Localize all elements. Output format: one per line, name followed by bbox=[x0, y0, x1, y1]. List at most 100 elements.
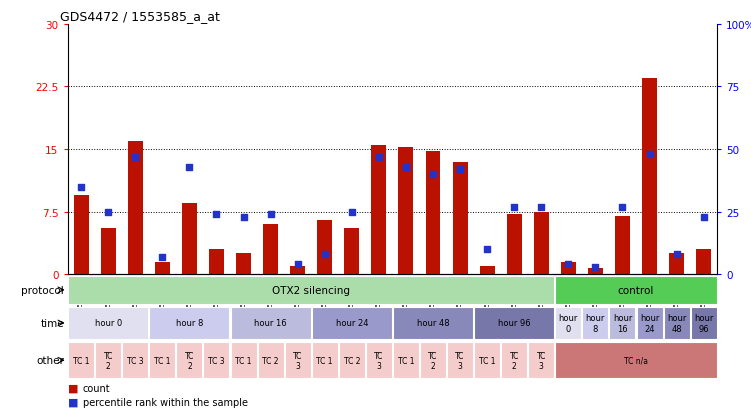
Bar bbox=[312, 307, 392, 339]
Text: control: control bbox=[618, 285, 654, 295]
Bar bbox=[583, 307, 608, 339]
Text: TC
2: TC 2 bbox=[509, 351, 519, 370]
Text: hour 96: hour 96 bbox=[498, 319, 530, 328]
Text: hour 8: hour 8 bbox=[176, 319, 203, 328]
Bar bbox=[664, 307, 689, 339]
Text: OTX2 silencing: OTX2 silencing bbox=[272, 285, 350, 295]
Text: TC 3: TC 3 bbox=[208, 356, 225, 365]
Text: hour 0: hour 0 bbox=[95, 319, 122, 328]
Bar bbox=[420, 342, 446, 378]
Bar bbox=[480, 266, 495, 275]
Point bbox=[508, 204, 520, 211]
Point bbox=[237, 214, 249, 221]
Text: hour 24: hour 24 bbox=[336, 319, 368, 328]
Text: percentile rank within the sample: percentile rank within the sample bbox=[83, 396, 248, 407]
Text: TC 2: TC 2 bbox=[343, 356, 360, 365]
Point bbox=[291, 261, 303, 268]
Bar bbox=[528, 342, 554, 378]
Bar bbox=[176, 342, 202, 378]
Bar bbox=[393, 342, 419, 378]
Text: TC 1: TC 1 bbox=[73, 356, 89, 365]
Bar bbox=[345, 229, 359, 275]
Bar bbox=[610, 307, 635, 339]
Bar bbox=[501, 342, 527, 378]
Text: TC 1: TC 1 bbox=[398, 356, 415, 365]
Point bbox=[75, 184, 87, 190]
Bar bbox=[561, 262, 576, 275]
Bar bbox=[555, 342, 716, 378]
Bar bbox=[691, 307, 716, 339]
Bar bbox=[555, 276, 716, 304]
Bar bbox=[317, 221, 332, 275]
Point bbox=[372, 154, 385, 161]
Bar bbox=[209, 249, 224, 275]
Text: GDS4472 / 1553585_a_at: GDS4472 / 1553585_a_at bbox=[60, 10, 220, 23]
Bar bbox=[474, 342, 500, 378]
Bar bbox=[74, 195, 89, 275]
Text: TC n/a: TC n/a bbox=[624, 356, 648, 365]
Point bbox=[562, 261, 575, 268]
Bar bbox=[426, 152, 440, 275]
Point bbox=[156, 254, 168, 261]
Text: TC
2: TC 2 bbox=[104, 351, 113, 370]
Point bbox=[481, 246, 493, 253]
Bar bbox=[312, 342, 338, 378]
Bar bbox=[68, 276, 554, 304]
Text: hour
16: hour 16 bbox=[613, 313, 632, 333]
Bar bbox=[399, 148, 413, 275]
Bar bbox=[372, 145, 386, 275]
Bar bbox=[447, 342, 473, 378]
Text: TC 1: TC 1 bbox=[154, 356, 170, 365]
Text: TC
2: TC 2 bbox=[185, 351, 194, 370]
Bar bbox=[339, 342, 365, 378]
Bar bbox=[637, 307, 662, 339]
Bar bbox=[285, 342, 311, 378]
Bar bbox=[258, 342, 284, 378]
Text: TC
3: TC 3 bbox=[374, 351, 384, 370]
Point bbox=[210, 211, 222, 218]
Bar bbox=[474, 307, 554, 339]
Text: hour
96: hour 96 bbox=[694, 313, 713, 333]
Text: hour
48: hour 48 bbox=[667, 313, 686, 333]
Text: ■: ■ bbox=[68, 383, 78, 393]
Text: TC 1: TC 1 bbox=[316, 356, 333, 365]
Text: TC 1: TC 1 bbox=[235, 356, 252, 365]
Bar bbox=[642, 79, 657, 275]
Bar bbox=[290, 266, 305, 275]
Text: TC 3: TC 3 bbox=[127, 356, 143, 365]
Text: time: time bbox=[41, 318, 64, 328]
Point bbox=[535, 204, 547, 211]
Bar bbox=[231, 307, 311, 339]
Text: count: count bbox=[83, 383, 110, 393]
Point bbox=[427, 171, 439, 178]
Text: protocol: protocol bbox=[21, 285, 64, 295]
Point bbox=[345, 209, 357, 216]
Bar bbox=[204, 342, 230, 378]
Bar bbox=[393, 307, 473, 339]
Point bbox=[617, 204, 629, 211]
Point bbox=[698, 214, 710, 221]
Bar bbox=[128, 141, 143, 275]
Bar bbox=[534, 212, 549, 275]
Bar bbox=[231, 342, 257, 378]
Point bbox=[264, 211, 276, 218]
Bar bbox=[236, 254, 251, 275]
Point bbox=[590, 264, 602, 271]
Bar bbox=[149, 342, 175, 378]
Text: hour 48: hour 48 bbox=[417, 319, 449, 328]
Bar bbox=[453, 162, 468, 275]
Bar bbox=[263, 225, 278, 275]
Bar bbox=[68, 307, 148, 339]
Point bbox=[644, 152, 656, 158]
Point bbox=[400, 164, 412, 171]
Bar bbox=[555, 307, 581, 339]
Bar bbox=[615, 216, 630, 275]
Text: TC
3: TC 3 bbox=[455, 351, 465, 370]
Bar bbox=[366, 342, 392, 378]
Point bbox=[102, 209, 114, 216]
Point bbox=[129, 154, 141, 161]
Text: hour
8: hour 8 bbox=[586, 313, 605, 333]
Bar bbox=[101, 229, 116, 275]
Bar bbox=[68, 342, 94, 378]
Bar bbox=[122, 342, 148, 378]
